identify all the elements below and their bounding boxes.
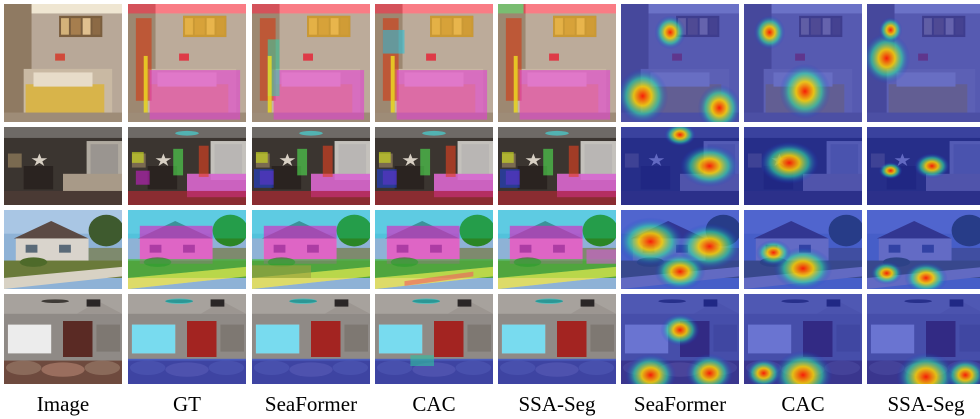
bedroom-warm-heat-image [621,4,739,122]
house-exterior-image-0-cell [4,210,122,289]
home-theater-seg-image [375,294,493,384]
home-theater-seg-image [128,294,246,384]
bedroom-warm-image-image [4,4,122,122]
house-exterior-seg-1-cell [128,210,246,289]
column-label-3: CAC [412,392,456,416]
house-exterior-seg-image [128,210,246,289]
house-exterior-seg-2-cell [252,210,370,289]
bedroom-warm-heat-7-cell [867,4,980,122]
house-exterior-image-image [4,210,122,289]
house-exterior-heat-image [744,210,862,289]
bedroom-dark-heat-image [744,127,862,205]
bedroom-dark-heat-6-cell [744,127,862,205]
bedroom-warm-seg-image [375,4,493,122]
house-exterior-heat-5-cell [621,210,739,289]
bedroom-dark-seg-4-cell [498,127,616,205]
bedroom-warm-heat-image [867,4,980,122]
bedroom-warm-seg-1-cell [128,4,246,122]
home-theater-heat-image [867,294,980,384]
house-exterior-heat-7-cell [867,210,980,289]
home-theater-heat-5-cell [621,294,739,384]
column-label-2: SeaFormer [264,392,358,416]
house-exterior-heat-6-cell [744,210,862,289]
bedroom-dark-heat-image [867,127,980,205]
home-theater-seg-1-cell [128,294,246,384]
bedroom-dark-seg-image [498,127,616,205]
bedroom-dark-image-image [4,127,122,205]
home-theater-image-image [4,294,122,384]
home-theater-heat-6-cell [744,294,862,384]
bedroom-dark-image-0-cell [4,127,122,205]
bedroom-dark-seg-image [128,127,246,205]
bedroom-dark-seg-image [252,127,370,205]
bedroom-dark-seg-1-cell [128,127,246,205]
house-exterior-heat-image [621,210,739,289]
bedroom-warm-seg-image [498,4,616,122]
bedroom-warm-seg-2-cell [252,4,370,122]
bedroom-dark-heat-7-cell [867,127,980,205]
home-theater-seg-4-cell [498,294,616,384]
house-exterior-seg-4-cell [498,210,616,289]
bedroom-warm-seg-3-cell [375,4,493,122]
bedroom-dark-seg-2-cell [252,127,370,205]
bedroom-dark-seg-image [375,127,493,205]
home-theater-seg-2-cell [252,294,370,384]
home-theater-heat-image [621,294,739,384]
column-label-4: SSA-Seg [518,392,596,416]
column-label-1: GT [173,392,201,416]
house-exterior-seg-image [252,210,370,289]
home-theater-heat-image [744,294,862,384]
bedroom-warm-seg-image [252,4,370,122]
house-exterior-seg-image [498,210,616,289]
bedroom-warm-heat-6-cell [744,4,862,122]
column-label-0: Image [36,392,90,416]
house-exterior-heat-image [867,210,980,289]
column-label-6: CAC [781,392,825,416]
column-label-7: SSA-Seg [887,392,965,416]
bedroom-warm-seg-4-cell [498,4,616,122]
home-theater-seg-image [252,294,370,384]
house-exterior-seg-image [375,210,493,289]
bedroom-warm-image-0-cell [4,4,122,122]
column-label-5: SeaFormer [633,392,727,416]
home-theater-heat-7-cell [867,294,980,384]
bedroom-warm-heat-5-cell [621,4,739,122]
home-theater-image-0-cell [4,294,122,384]
bedroom-dark-heat-5-cell [621,127,739,205]
house-exterior-seg-3-cell [375,210,493,289]
bedroom-dark-heat-image [621,127,739,205]
bedroom-warm-heat-image [744,4,862,122]
home-theater-seg-image [498,294,616,384]
bedroom-warm-seg-image [128,4,246,122]
home-theater-seg-3-cell [375,294,493,384]
bedroom-dark-seg-3-cell [375,127,493,205]
